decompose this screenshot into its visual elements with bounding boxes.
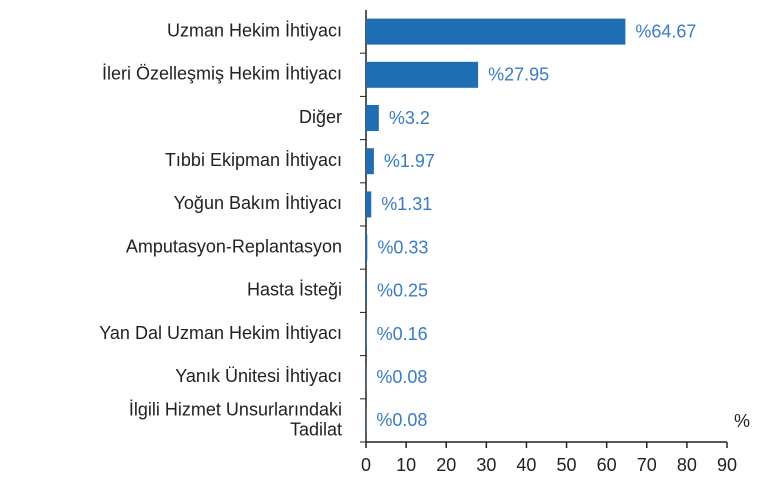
x-tick-label: 60	[597, 455, 617, 475]
value-label: %64.67	[635, 21, 696, 41]
bar	[366, 191, 372, 218]
y-tick-label: Amputasyon-Replantasyon	[126, 236, 342, 256]
value-label: %1.97	[384, 151, 435, 171]
y-tick-label: Yoğun Bakım İhtiyacı	[174, 193, 342, 213]
bar	[366, 105, 379, 131]
x-tick-label: 70	[637, 455, 657, 475]
x-axis-label: %	[734, 411, 750, 431]
x-tick-label: 50	[557, 455, 577, 475]
value-label: %0.33	[377, 237, 428, 257]
bar	[366, 321, 367, 347]
y-tick-label: Hasta İsteği	[247, 280, 342, 300]
y-tick-label: Diğer	[299, 107, 342, 127]
bar	[366, 61, 479, 88]
y-tick-label: Uzman Hekim İhtiyacı	[167, 20, 342, 40]
value-label: %0.16	[377, 324, 428, 344]
x-tick-label: 0	[361, 455, 371, 475]
bar	[366, 277, 368, 304]
x-tick-label: 10	[396, 455, 416, 475]
value-label: %0.08	[376, 410, 427, 430]
bar	[366, 18, 626, 45]
value-label: %0.08	[376, 367, 427, 387]
y-tick-label: İleri Özelleşmiş Hekim İhtiyacı	[102, 64, 342, 84]
y-tick-label: Yanık Ünitesi İhtiyacı	[175, 366, 342, 386]
value-label: %3.2	[389, 108, 430, 128]
value-label: %0.25	[377, 281, 428, 301]
value-label: %1.31	[381, 194, 432, 214]
value-label: %27.95	[488, 65, 549, 85]
y-tick-label: Tıbbi Ekipman İhtiyacı	[165, 150, 342, 170]
x-tick-label: 20	[436, 455, 456, 475]
x-tick-label: 90	[717, 455, 737, 475]
y-tick-label: İlgili Hizmet Unsurlarındaki Tadilat	[129, 399, 342, 439]
x-tick-label: 80	[677, 455, 697, 475]
bar	[366, 148, 374, 175]
y-tick-label: Yan Dal Uzman Hekim İhtiyacı	[99, 323, 342, 343]
x-tick-label: 30	[476, 455, 496, 475]
bar	[366, 234, 368, 261]
x-tick-label: 40	[516, 455, 536, 475]
